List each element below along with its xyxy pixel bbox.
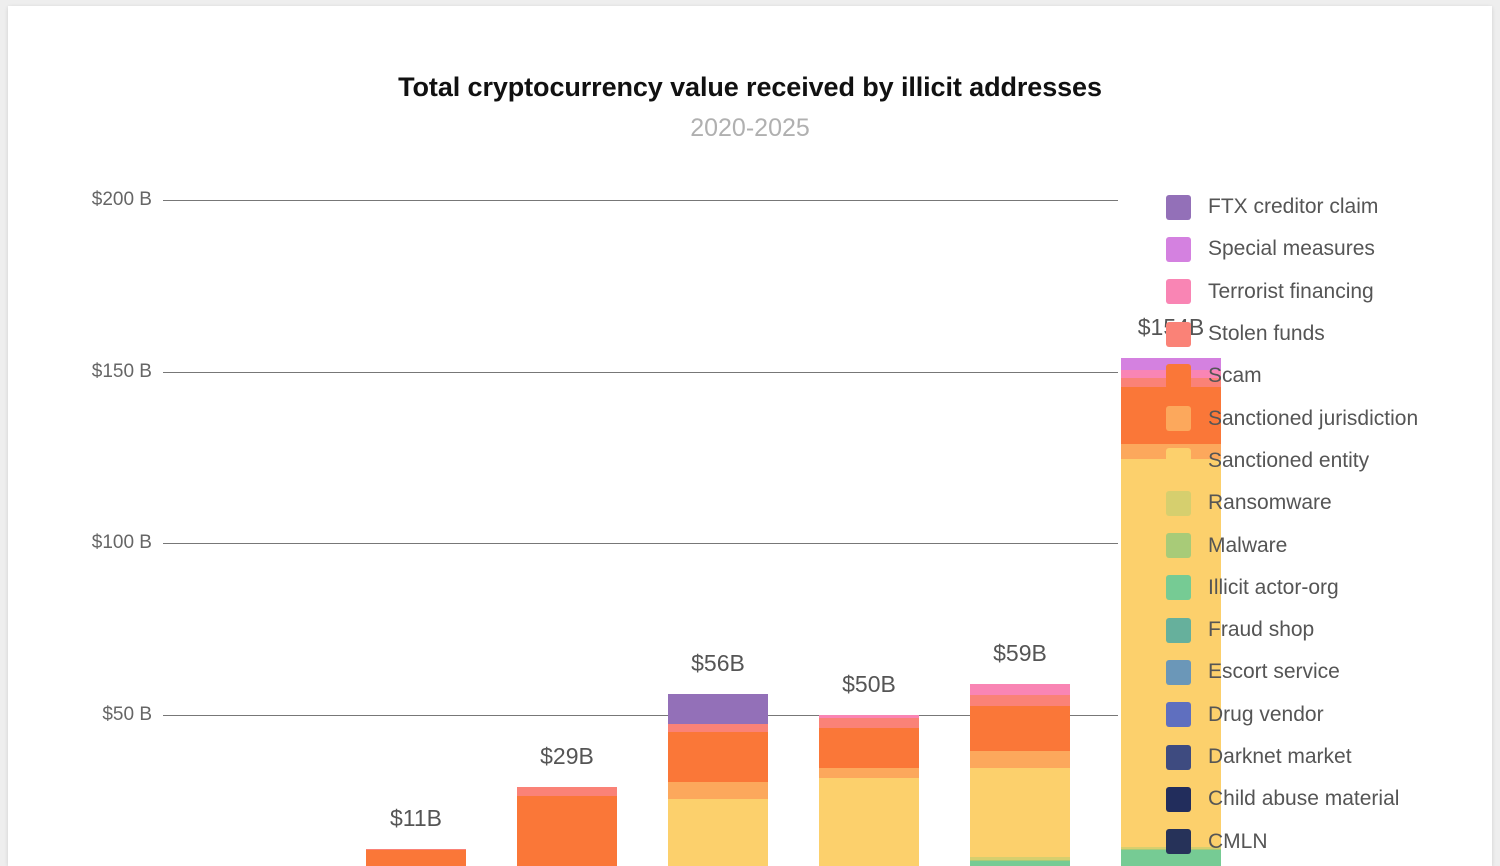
plot-area: $200 B $150 B $100 B $50 B $11B $29B $56B $50B $… (8, 6, 1492, 866)
bar-segment[interactable] (819, 767, 919, 778)
legend-item-label: Child abuse material (1208, 787, 1400, 811)
bar-segment[interactable] (970, 684, 1070, 696)
bar-segment[interactable] (819, 717, 919, 729)
gridline (163, 543, 1118, 545)
bar-segment[interactable] (819, 715, 919, 718)
legend-item-label: Illicit actor-org (1208, 575, 1339, 599)
bar-segment[interactable] (517, 795, 617, 866)
legend-color-swatch (1166, 363, 1191, 389)
bar-segment[interactable] (668, 723, 768, 732)
legend-color-swatch (1166, 829, 1191, 855)
legend-item[interactable]: Terrorist financing (1166, 271, 1492, 313)
legend-item[interactable]: Illicit actor-org (1166, 567, 1492, 609)
legend-item-label: Stolen funds (1208, 322, 1325, 346)
legend-color-swatch (1166, 406, 1191, 432)
legend-item[interactable]: Fraud shop (1166, 609, 1492, 651)
legend-color-swatch (1166, 786, 1191, 812)
legend-item[interactable]: Ransomware (1166, 482, 1492, 524)
y-axis-tick-label: $200 B (91, 189, 152, 210)
legend-color-swatch (1166, 575, 1191, 601)
legend-item-label: Sanctioned entity (1208, 448, 1370, 472)
legend-item-label: Drug vendor (1208, 702, 1324, 726)
bar-2023[interactable] (819, 715, 919, 866)
legend-color-swatch (1166, 448, 1191, 474)
legend-item-label: Ransomware (1208, 491, 1332, 515)
legend-item-label: Terrorist financing (1208, 279, 1374, 303)
y-axis-tick-label: $100 B (91, 532, 152, 554)
legend-item[interactable]: Scam (1166, 355, 1492, 397)
bar-segment[interactable] (517, 787, 617, 796)
legend-item-label: Fraud shop (1208, 618, 1315, 642)
bar-2020[interactable] (366, 848, 466, 866)
legend-item[interactable]: Malware (1166, 524, 1492, 566)
chart-title: Total cryptocurrency value received by i… (398, 72, 1102, 102)
bar-segment[interactable] (668, 731, 768, 782)
bar-value-label: $11B (389, 804, 442, 831)
legend-item[interactable]: Child abuse material (1166, 778, 1492, 820)
bar-segment[interactable] (970, 768, 1070, 858)
bar-segment[interactable] (970, 706, 1070, 752)
bar-value-label: $59B (993, 640, 1047, 667)
legend-item-label: Darknet market (1208, 745, 1352, 768)
gridline (163, 200, 1118, 201)
bar-segment[interactable] (970, 751, 1070, 769)
bar-segment[interactable] (970, 695, 1070, 707)
chart-subtitle: 2020-2025 (690, 114, 810, 142)
bar-2022[interactable] (668, 694, 768, 866)
legend-item[interactable]: FTX creditor claim (1166, 186, 1492, 228)
legend-item[interactable]: Sanctioned jurisdiction (1166, 397, 1492, 439)
legend-item-label: FTX creditor claim (1208, 195, 1379, 219)
bar-segment[interactable] (1121, 459, 1221, 848)
bar-value-label: $29B (540, 743, 594, 770)
bar-value-label: $56B (691, 650, 745, 677)
legend-color-swatch (1166, 617, 1191, 643)
bar-segment[interactable] (668, 798, 768, 866)
legend-item-label: Sanctioned jurisdiction (1208, 406, 1419, 430)
legend-item-label: Malware (1208, 533, 1288, 557)
bar-segment[interactable] (668, 781, 768, 799)
legend-item-label: CMLN (1208, 829, 1268, 853)
bar-segment[interactable] (819, 777, 919, 866)
legend-color-swatch (1166, 659, 1191, 685)
legend-item[interactable]: Sanctioned entity (1166, 440, 1492, 482)
legend-color-swatch (1166, 533, 1191, 559)
legend-item[interactable]: CMLN (1166, 820, 1492, 862)
bar-segment[interactable] (819, 728, 919, 768)
gridline (163, 371, 1118, 373)
y-axis-tick-label: $50 B (102, 704, 152, 725)
legend-color-swatch (1166, 194, 1191, 220)
legend-item-label: Escort service (1208, 660, 1340, 684)
legend-item[interactable]: Darknet market (1166, 736, 1492, 778)
legend-color-swatch (1166, 279, 1191, 305)
bar-segment[interactable] (668, 694, 768, 724)
legend-item[interactable]: Drug vendor (1166, 694, 1492, 736)
bar-segment[interactable] (970, 860, 1070, 866)
bar-segment[interactable] (366, 850, 466, 866)
legend-item-label: Scam (1208, 364, 1262, 388)
legend-color-swatch (1166, 744, 1191, 770)
y-axis-tick-label: $150 B (91, 360, 152, 382)
legend-item-label: Special measures (1208, 237, 1375, 261)
legend-item[interactable]: Special measures (1166, 228, 1492, 270)
bar-2024[interactable] (970, 684, 1070, 866)
legend-color-swatch (1166, 236, 1191, 262)
gridline (163, 715, 1118, 716)
bar-value-label: $50B (842, 671, 896, 697)
chart-card: Total cryptocurrency value received by i… (8, 6, 1492, 866)
legend-item[interactable]: Escort service (1166, 651, 1492, 693)
bar-2025[interactable] (1121, 357, 1221, 866)
bar-2021[interactable] (517, 787, 617, 866)
chart-legend: FTX creditor claim Special measures Terror… (1166, 186, 1492, 863)
legend-color-swatch (1166, 321, 1191, 347)
legend-color-swatch (1166, 702, 1191, 728)
legend-item[interactable]: Stolen funds (1166, 313, 1492, 355)
legend-color-swatch (1166, 490, 1191, 516)
